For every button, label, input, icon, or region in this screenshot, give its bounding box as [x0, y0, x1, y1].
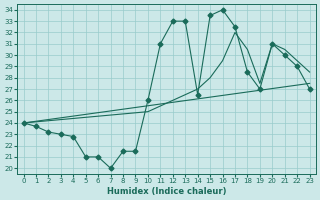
- X-axis label: Humidex (Indice chaleur): Humidex (Indice chaleur): [107, 187, 226, 196]
